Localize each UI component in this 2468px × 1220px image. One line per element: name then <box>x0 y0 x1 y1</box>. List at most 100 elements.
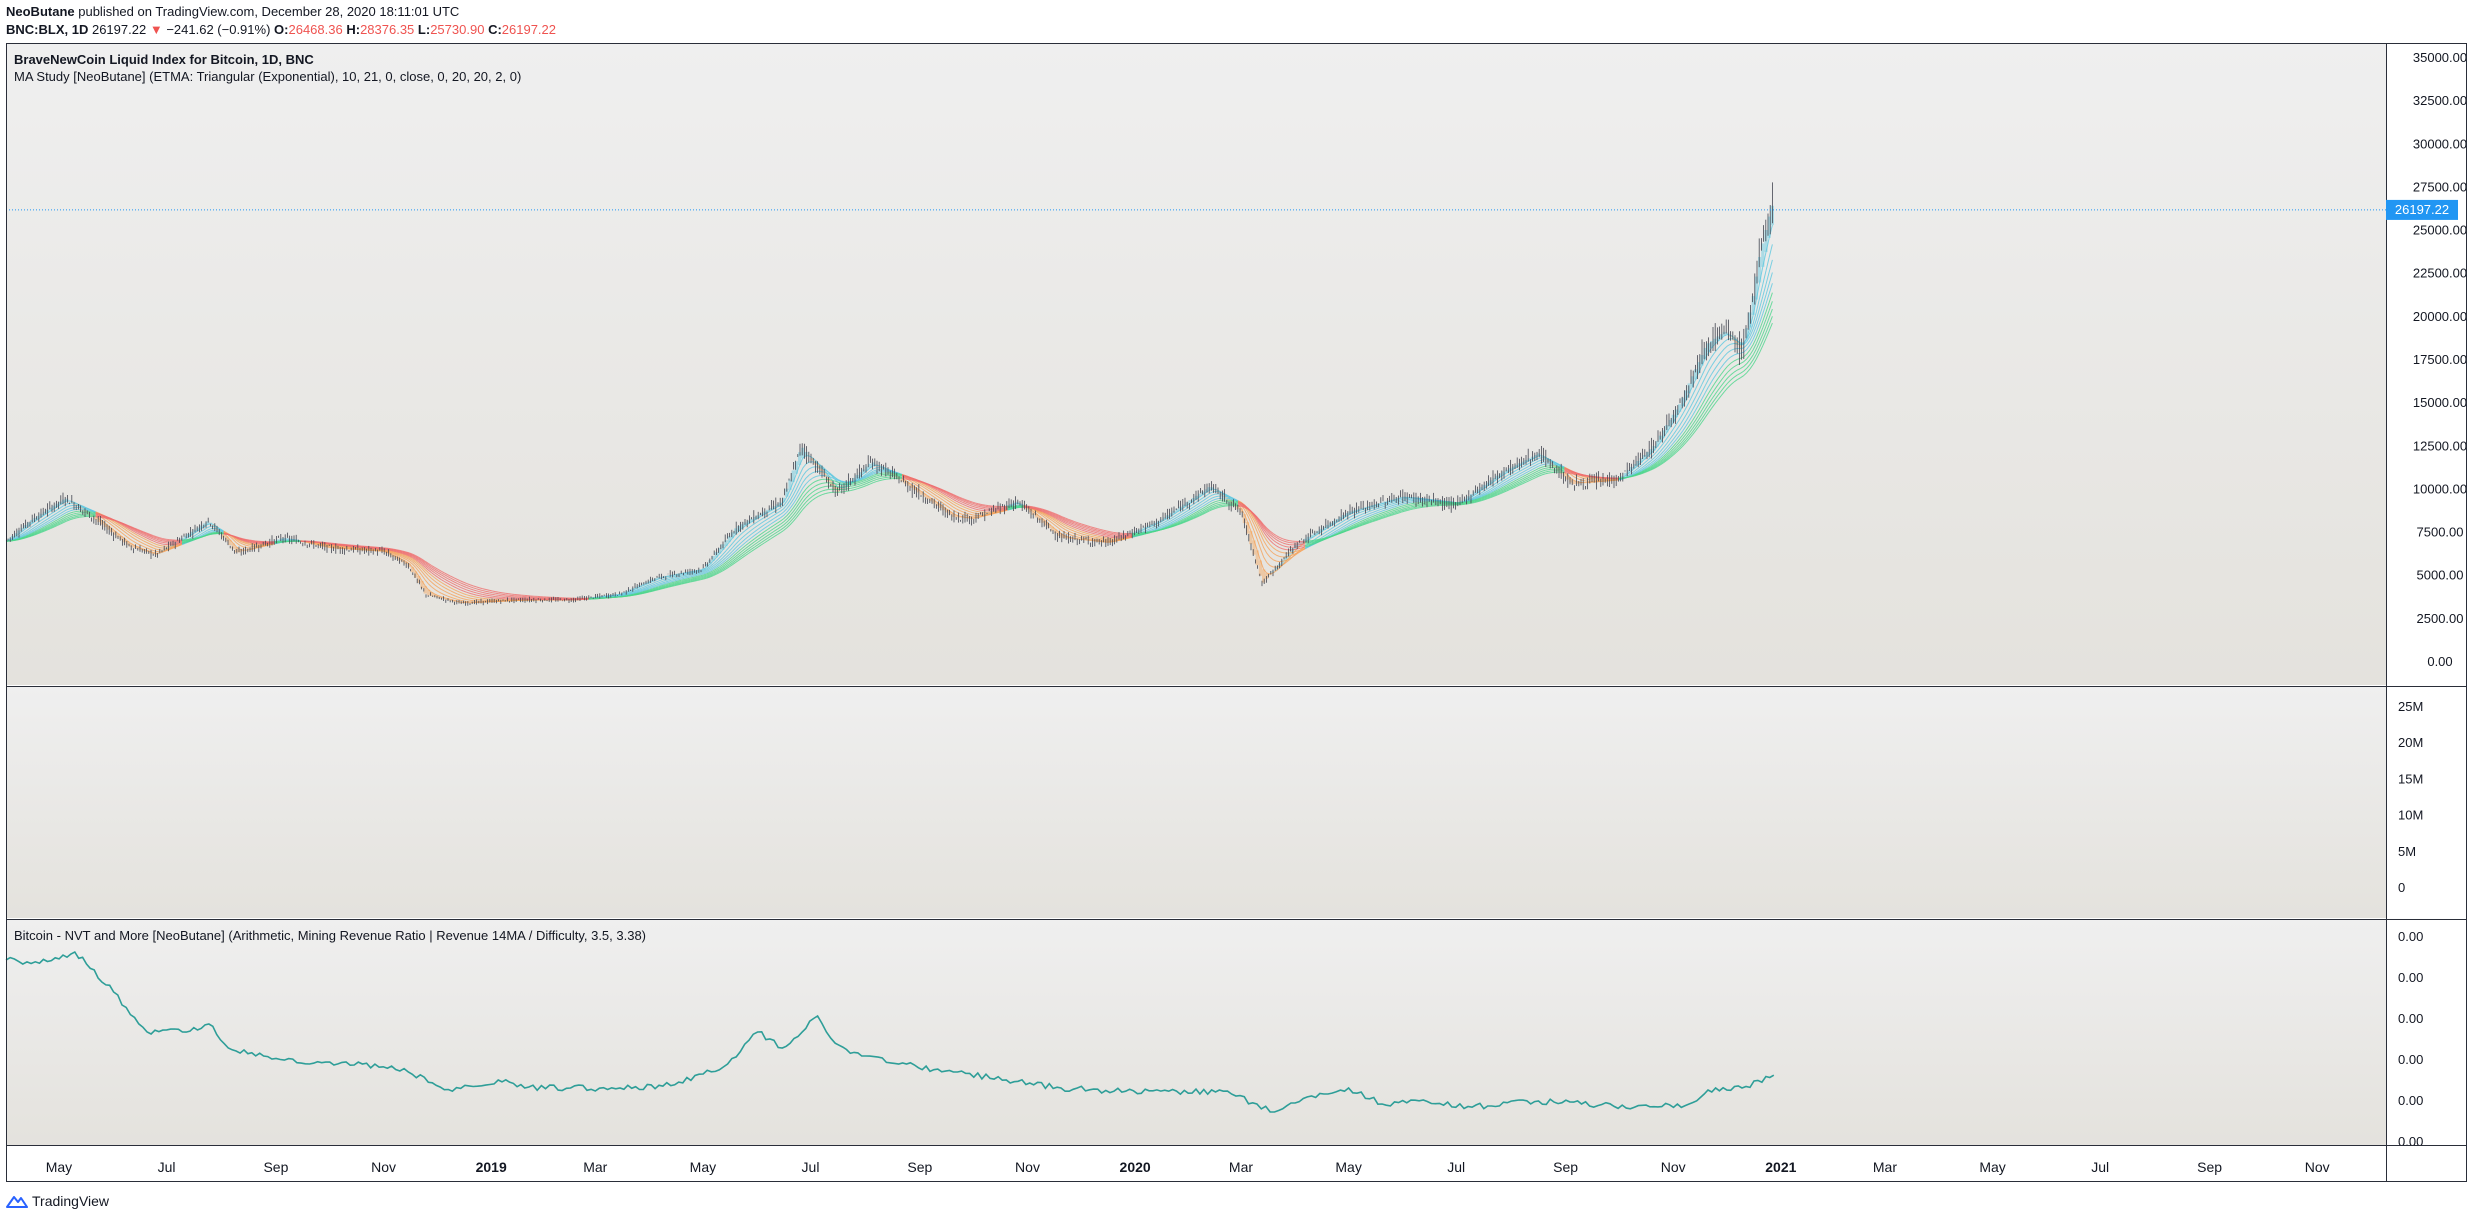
price-scale[interactable] <box>2386 43 2466 1145</box>
ma-line <box>924 487 928 491</box>
ma-line <box>770 511 775 515</box>
ma-line <box>1727 368 1732 373</box>
ma-line <box>1308 544 1312 548</box>
ma-line <box>1340 523 1344 527</box>
ma-line <box>44 515 48 519</box>
ma-line <box>920 487 925 491</box>
ma-line <box>1180 515 1184 518</box>
ma-line <box>1768 283 1773 294</box>
ma-line <box>709 567 714 571</box>
ma-line <box>130 533 135 536</box>
ma-line <box>924 483 928 487</box>
ma-line <box>204 527 208 530</box>
ma-line <box>1516 479 1520 483</box>
ma-line <box>1151 526 1155 529</box>
ma-fill <box>183 535 187 540</box>
ma-line <box>1561 467 1565 470</box>
ma-line <box>258 546 263 548</box>
ma-line <box>1237 502 1242 505</box>
ma-line <box>1397 507 1402 510</box>
ma-fill <box>910 484 914 489</box>
ma-line <box>1071 532 1075 535</box>
ma-line <box>1369 517 1373 521</box>
ma-line <box>1480 492 1485 496</box>
ma-line <box>428 565 432 570</box>
ma-line <box>972 504 976 507</box>
ma-line <box>668 579 672 582</box>
ma-line <box>111 521 116 525</box>
ma-fill <box>132 545 136 548</box>
ma-line <box>1359 521 1363 524</box>
ma-line <box>444 594 448 597</box>
ma-line <box>725 559 730 563</box>
ma-line <box>111 524 116 528</box>
ma-line <box>1343 524 1348 527</box>
ma-line <box>1314 541 1319 544</box>
ma-line <box>789 494 794 501</box>
ma-line <box>1394 510 1399 513</box>
ma-line <box>210 531 215 533</box>
ma-line <box>834 478 839 481</box>
ma-line <box>665 580 669 583</box>
ma-line <box>1365 519 1370 522</box>
ma-line <box>1199 511 1204 515</box>
time-scale[interactable] <box>6 1145 2386 1181</box>
price-pane[interactable] <box>6 43 2386 685</box>
ma-line <box>1480 490 1485 494</box>
ma-fill <box>663 575 667 578</box>
ma-line <box>1666 438 1671 444</box>
ma-fill <box>1633 463 1637 469</box>
ma-line <box>34 529 39 533</box>
ma-line <box>37 528 42 531</box>
ma-line <box>127 527 132 531</box>
ma-line <box>1535 470 1540 473</box>
ma-line <box>1365 515 1370 518</box>
ma-line <box>1525 470 1530 474</box>
ma-line <box>1138 529 1143 533</box>
ma-line <box>1346 516 1351 520</box>
ma-line <box>1202 509 1207 513</box>
ma-line <box>1202 506 1207 509</box>
ma-line <box>1522 467 1527 470</box>
ma-line <box>1740 366 1744 369</box>
current-price: 26197.22 <box>91 22 147 37</box>
volume-pane[interactable] <box>6 687 2386 918</box>
ma-line <box>482 593 487 596</box>
price-axis-tick: 0.00 <box>2427 654 2452 669</box>
ma-line <box>812 480 816 484</box>
ma-line <box>44 512 48 516</box>
ma-line <box>652 581 656 585</box>
ma-line <box>940 495 944 499</box>
ma-line <box>873 471 877 474</box>
ma-line <box>927 485 932 489</box>
ma-line <box>783 496 788 503</box>
indicator-pane[interactable] <box>6 920 2386 1145</box>
ma-line <box>1679 440 1684 446</box>
ma-line <box>853 481 858 483</box>
ma-line <box>665 579 669 582</box>
ma-line <box>949 504 954 508</box>
ma-line <box>1755 329 1761 338</box>
ma-line <box>1237 503 1242 506</box>
ma-line <box>1477 495 1482 498</box>
ma-line <box>130 530 135 534</box>
ma-line <box>709 563 714 567</box>
ma-line <box>1765 310 1770 320</box>
author-name[interactable]: NeoButane <box>6 4 75 19</box>
ma-line <box>460 584 464 587</box>
ma-line <box>21 528 26 532</box>
ma-line <box>92 510 96 513</box>
ma-line <box>1068 530 1072 534</box>
ma-line <box>1737 357 1741 360</box>
ma-line <box>1711 352 1716 358</box>
ma-fill <box>100 520 104 525</box>
ma-line <box>1688 424 1693 430</box>
ma-line <box>1256 531 1261 540</box>
ma-line <box>1691 419 1697 426</box>
ma-line <box>149 541 154 544</box>
ma-line <box>1042 513 1047 517</box>
ma-line <box>1634 468 1639 472</box>
ma-line <box>1740 361 1744 364</box>
ma-fill <box>455 601 459 603</box>
